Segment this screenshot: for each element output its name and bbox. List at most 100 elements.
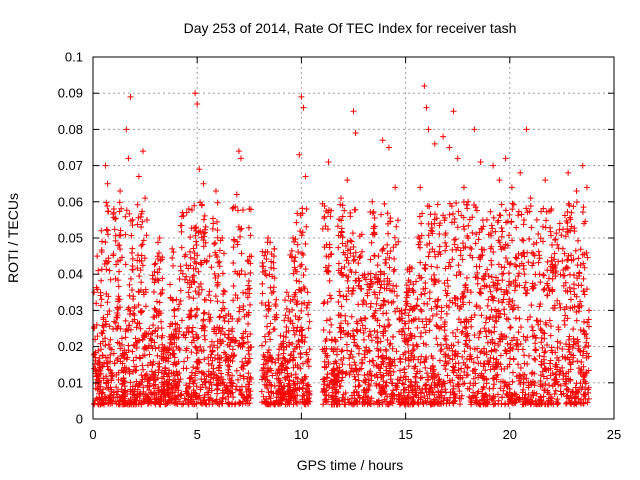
- data-point: [554, 344, 561, 351]
- data-point: [397, 316, 404, 323]
- data-point: [549, 261, 556, 268]
- data-point: [538, 397, 545, 404]
- data-point: [99, 399, 106, 406]
- data-point: [338, 377, 345, 384]
- data-point: [554, 401, 561, 408]
- data-point: [374, 339, 381, 346]
- data-point: [117, 187, 124, 194]
- data-point: [102, 342, 109, 349]
- data-point: [172, 326, 179, 333]
- data-point: [239, 206, 246, 213]
- data-point: [172, 380, 179, 387]
- data-point: [428, 276, 435, 283]
- data-point: [289, 356, 296, 363]
- data-point: [302, 240, 309, 247]
- data-point: [564, 392, 571, 399]
- data-point: [292, 289, 299, 296]
- data-point: [286, 308, 293, 315]
- data-point: [166, 323, 173, 330]
- data-point: [209, 357, 216, 364]
- data-point: [265, 330, 272, 337]
- data-point: [237, 155, 244, 162]
- data-point: [549, 370, 556, 377]
- data-point: [273, 296, 280, 303]
- data-point: [155, 389, 162, 396]
- data-point: [192, 90, 199, 97]
- data-point: [429, 370, 436, 377]
- data-point: [247, 331, 254, 338]
- data-point: [271, 245, 278, 252]
- data-point: [128, 232, 135, 239]
- data-point: [167, 294, 174, 301]
- data-point: [467, 252, 474, 259]
- x-tick-label: 25: [607, 427, 621, 442]
- data-point: [336, 364, 343, 371]
- data-point: [229, 380, 236, 387]
- data-point: [108, 377, 115, 384]
- data-point: [442, 336, 449, 343]
- data-point: [405, 395, 412, 402]
- data-point: [443, 400, 450, 407]
- data-point: [117, 345, 124, 352]
- data-point: [233, 367, 240, 374]
- data-point: [467, 380, 474, 387]
- data-point: [452, 300, 459, 307]
- data-point: [519, 389, 526, 396]
- data-point: [495, 277, 502, 284]
- data-point: [264, 401, 271, 408]
- data-point: [136, 390, 143, 397]
- data-point: [142, 373, 149, 380]
- data-point: [357, 253, 364, 260]
- data-point: [463, 274, 470, 281]
- data-point: [219, 325, 226, 332]
- data-point: [565, 346, 572, 353]
- data-point: [569, 345, 576, 352]
- data-point: [218, 354, 225, 361]
- data-point: [265, 367, 272, 374]
- data-point: [245, 312, 252, 319]
- data-point: [280, 346, 287, 353]
- data-point: [437, 251, 444, 258]
- data-point: [385, 230, 392, 237]
- data-point: [515, 208, 522, 215]
- data-point: [459, 240, 466, 247]
- data-point: [570, 285, 577, 292]
- data-point: [418, 220, 425, 227]
- data-point: [450, 342, 457, 349]
- data-point: [585, 367, 592, 374]
- data-point: [221, 305, 228, 312]
- data-point: [112, 232, 119, 239]
- data-point: [232, 386, 239, 393]
- data-point: [118, 386, 125, 393]
- data-point: [208, 264, 215, 271]
- data-point: [293, 387, 300, 394]
- data-point: [201, 379, 208, 386]
- data-point: [397, 390, 404, 397]
- data-point: [200, 243, 207, 250]
- data-point: [566, 333, 573, 340]
- data-point: [240, 306, 247, 313]
- data-point: [566, 271, 573, 278]
- data-point: [471, 126, 478, 133]
- data-point: [555, 258, 562, 265]
- data-point: [382, 259, 389, 266]
- data-point: [193, 305, 200, 312]
- data-point: [572, 394, 579, 401]
- data-point: [301, 400, 308, 407]
- data-point: [379, 401, 386, 408]
- data-point: [100, 400, 107, 407]
- data-point: [170, 249, 177, 256]
- data-point: [212, 187, 219, 194]
- data-point: [570, 256, 577, 263]
- data-point: [542, 177, 549, 184]
- data-point: [195, 291, 202, 298]
- data-point: [298, 300, 305, 307]
- data-point: [577, 369, 584, 376]
- data-point: [393, 292, 400, 299]
- data-point: [389, 395, 396, 402]
- data-point: [377, 271, 384, 278]
- data-point: [386, 264, 393, 271]
- data-point: [245, 370, 252, 377]
- data-point: [235, 148, 242, 155]
- data-point: [216, 401, 223, 408]
